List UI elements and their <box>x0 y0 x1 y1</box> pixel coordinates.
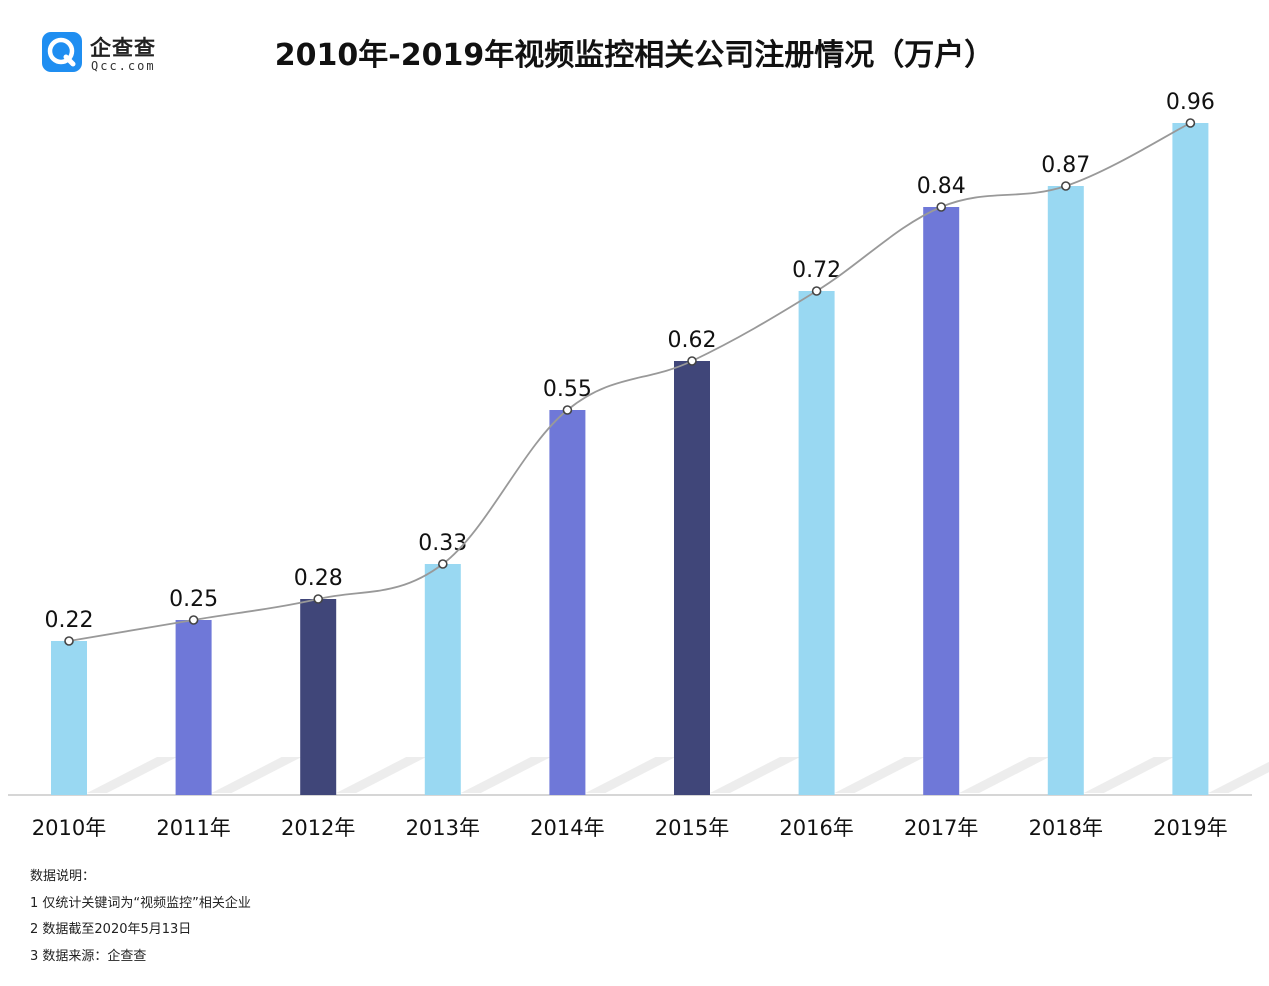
value-label: 0.87 <box>1041 153 1090 178</box>
note-item-1: 1 仅统计关键词为“视频监控”相关企业 <box>30 895 251 911</box>
bar-reflection <box>460 757 551 793</box>
trend-point <box>936 202 947 212</box>
bar <box>51 641 87 795</box>
category-label: 2019年 <box>1153 816 1227 840</box>
value-label: 0.25 <box>169 587 218 612</box>
notes-heading: 数据说明： <box>30 869 96 884</box>
trend-point <box>562 405 573 415</box>
trend-point <box>188 615 199 625</box>
trend-point <box>687 356 697 366</box>
bar-reflection <box>336 757 427 793</box>
trend-line <box>68 122 1191 642</box>
trend-point <box>437 559 448 569</box>
bar <box>923 207 960 795</box>
value-label: 0.28 <box>294 566 343 591</box>
bar-reflection <box>834 757 925 793</box>
bar-reflection <box>1083 757 1174 793</box>
note-item-2: 2 数据截至2020年5月13日 <box>30 922 192 937</box>
category-label: 2015年 <box>655 816 729 840</box>
trend-point <box>64 636 74 646</box>
trend-point <box>1061 181 1071 191</box>
bar <box>549 410 586 795</box>
value-label: 0.22 <box>45 608 94 633</box>
data-notes: 数据说明： 1 仅统计关键词为“视频监控”相关企业 2 数据截至2020年5月1… <box>30 864 251 970</box>
bar <box>798 291 835 795</box>
category-label: 2014年 <box>530 816 604 840</box>
category-label: 2016年 <box>779 816 853 840</box>
category-label: 2010年 <box>32 816 106 840</box>
bar <box>674 361 710 795</box>
logo-domain: Qcc.com <box>91 59 156 73</box>
bar <box>424 564 461 795</box>
qcc-logo-icon <box>42 32 82 72</box>
bar-reflection <box>585 757 676 793</box>
category-label: 2012年 <box>281 816 355 840</box>
logo-name: 企查查 <box>90 36 156 60</box>
bar <box>1172 123 1209 795</box>
bar <box>1047 186 1084 795</box>
category-label: 2017年 <box>904 816 978 840</box>
trend-point <box>313 594 324 604</box>
bar <box>300 599 337 795</box>
qcc-logo: 企查查 Qcc.com <box>42 32 182 78</box>
value-label: 0.96 <box>1166 90 1215 115</box>
value-label: 0.33 <box>418 531 467 556</box>
chart-title: 2010年-2019年视频监控相关公司注册情况（万户） <box>274 38 995 73</box>
bar-reflection <box>1208 761 1269 793</box>
bar-reflection <box>211 757 302 793</box>
bar-reflection <box>87 757 177 793</box>
value-label: 0.72 <box>792 258 841 283</box>
note-item-3: 3 数据来源：企查查 <box>30 948 147 964</box>
bar <box>175 620 212 795</box>
trend-point <box>1185 118 1196 128</box>
category-label: 2011年 <box>156 816 230 840</box>
bar-reflection <box>959 757 1050 793</box>
category-label: 2013年 <box>406 816 480 840</box>
bar-reflection <box>710 757 800 793</box>
category-label: 2018年 <box>1029 816 1103 840</box>
value-label: 0.62 <box>668 328 717 353</box>
value-label: 0.84 <box>917 174 966 199</box>
trend-point <box>811 286 822 296</box>
